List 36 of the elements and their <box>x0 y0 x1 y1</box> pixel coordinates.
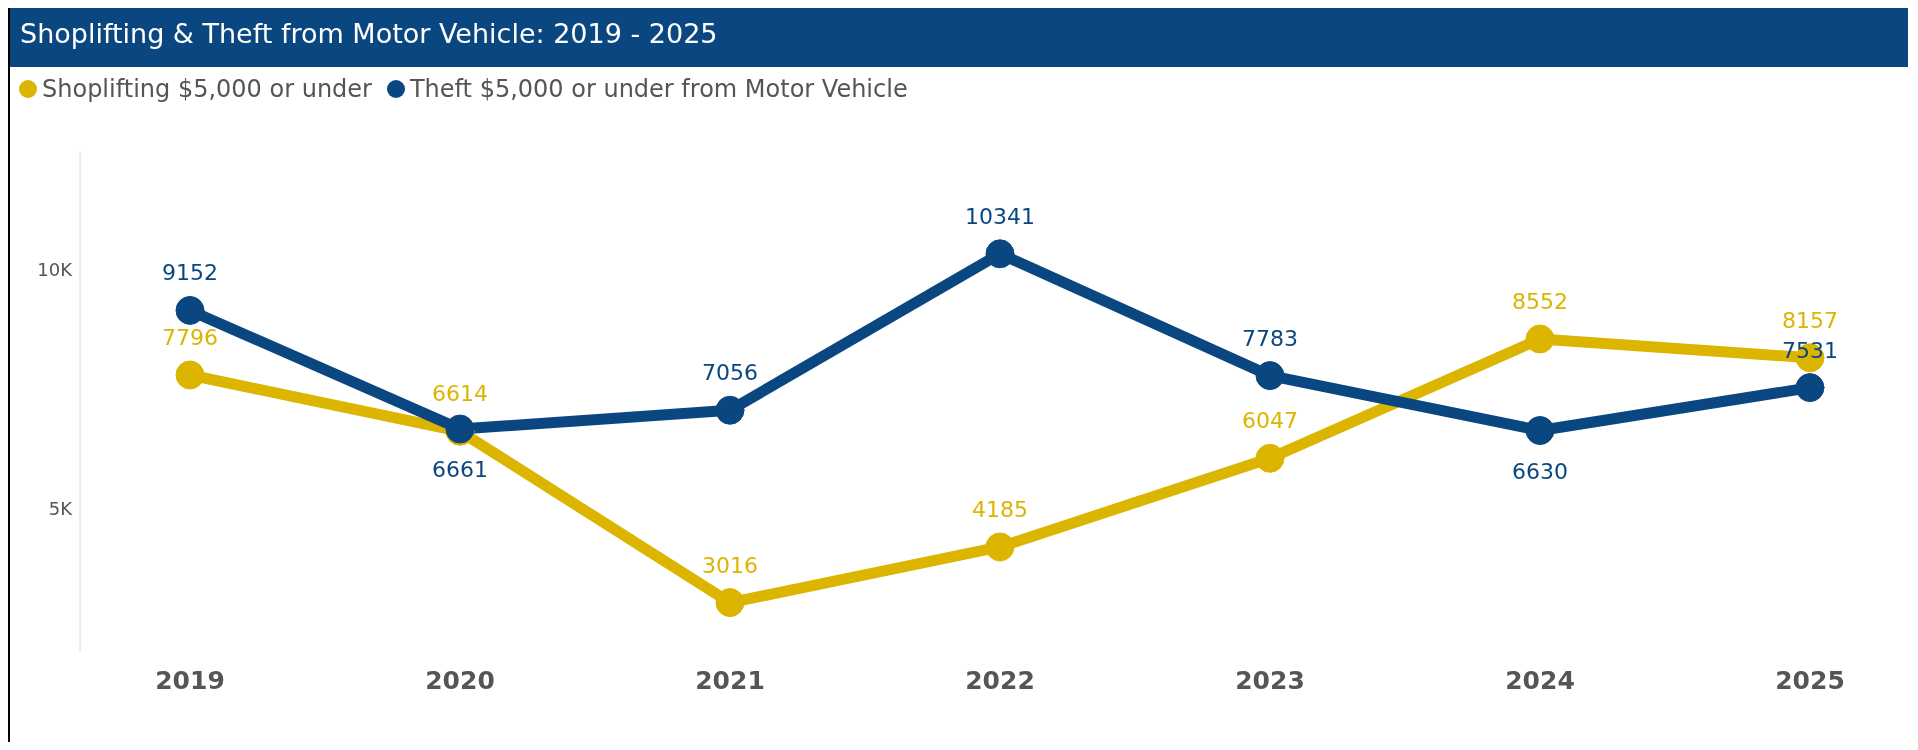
x-tick-label: 2019 <box>155 665 225 695</box>
data-label: 6630 <box>1512 458 1568 484</box>
point <box>1255 361 1285 391</box>
data-label: 7796 <box>162 325 218 350</box>
y-tick-label: 10K <box>37 259 74 281</box>
legend-label: Theft $5,000 or under from Motor Vehicle <box>409 75 908 103</box>
point <box>1795 373 1825 403</box>
data-label: 6661 <box>432 457 488 483</box>
legend-label: Shoplifting $5,000 or under <box>42 75 372 103</box>
point <box>1525 324 1555 354</box>
x-tick-label: 2021 <box>695 665 765 695</box>
x-tick-label: 2020 <box>425 665 495 695</box>
data-label: 6614 <box>432 381 488 407</box>
chart-title: Shoplifting & Theft from Motor Vehicle: 2019 - 2025 <box>10 8 1908 67</box>
point <box>1255 443 1285 473</box>
point <box>1525 416 1555 446</box>
x-tick-label: 2022 <box>965 665 1035 695</box>
y-tick-label: 5K <box>48 497 74 519</box>
point <box>985 239 1015 269</box>
data-label: 8552 <box>1512 289 1568 314</box>
point <box>715 395 745 425</box>
data-label: 7056 <box>702 360 758 386</box>
data-label: 8157 <box>1782 307 1838 333</box>
data-label: 7783 <box>1242 325 1298 351</box>
data-label: 4185 <box>972 496 1028 522</box>
data-label: 10341 <box>965 203 1035 229</box>
point <box>985 532 1015 562</box>
data-label: 3016 <box>702 552 758 578</box>
data-label: 6047 <box>1242 408 1298 434</box>
x-tick-label: 2023 <box>1235 665 1305 695</box>
point <box>175 360 205 390</box>
point <box>175 295 205 325</box>
point <box>715 588 745 618</box>
data-label: 9152 <box>162 260 218 286</box>
x-tick-label: 2024 <box>1505 665 1575 695</box>
x-tick-label: 2025 <box>1775 665 1845 695</box>
